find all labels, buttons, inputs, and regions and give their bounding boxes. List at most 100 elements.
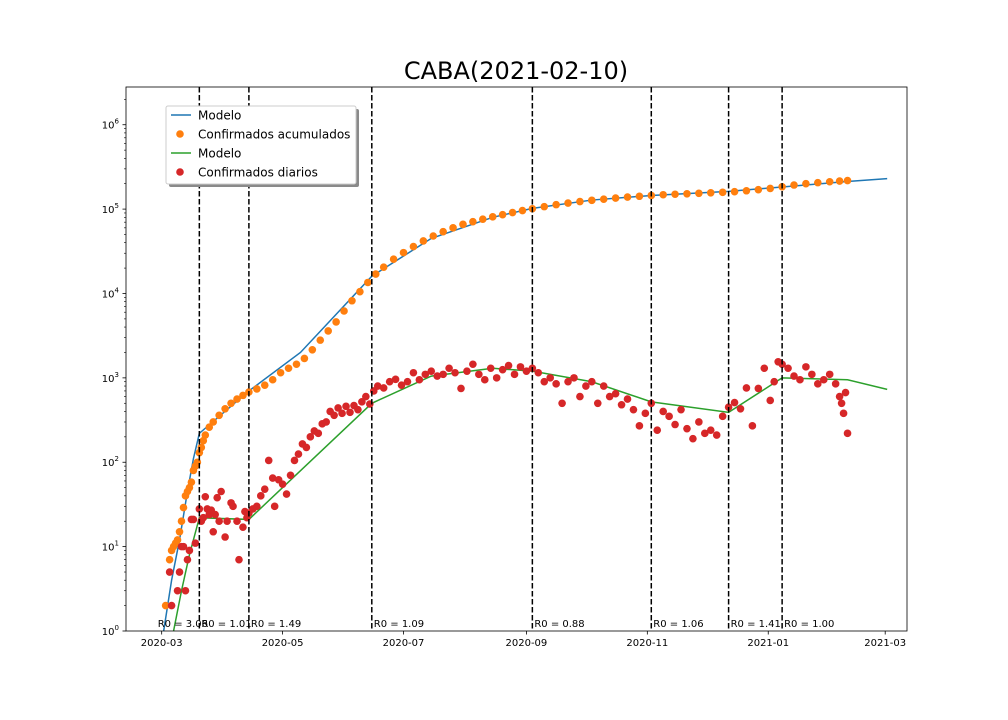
data-point — [819, 375, 828, 384]
data-point — [379, 263, 388, 271]
data-point — [167, 601, 176, 610]
data-point — [599, 382, 608, 390]
data-point — [346, 408, 354, 417]
data-point — [796, 375, 804, 384]
data-point — [659, 190, 667, 199]
data-point — [379, 384, 388, 392]
data-point — [201, 492, 210, 501]
data-point — [480, 375, 489, 384]
data-point — [227, 399, 235, 408]
data-point — [348, 296, 356, 305]
data-point — [498, 210, 507, 219]
x-tick-label: 2020-05 — [262, 638, 304, 649]
data-point — [354, 405, 362, 414]
legend-box — [165, 105, 357, 185]
data-point — [209, 418, 218, 426]
data-point — [623, 193, 632, 201]
data-point — [582, 382, 590, 390]
data-point — [588, 377, 596, 386]
r0-label: R0 = 1.00 — [784, 619, 834, 630]
y-tick-exponent: 5 — [115, 202, 119, 210]
chart-title: CABA(2021-02-10) — [404, 57, 628, 85]
data-point — [433, 372, 442, 380]
data-point — [173, 536, 182, 544]
data-point — [623, 395, 632, 403]
y-tick-base: 10 — [102, 627, 115, 638]
data-point — [330, 411, 338, 420]
data-point — [843, 429, 852, 438]
data-point — [316, 336, 325, 344]
y-tick-exponent: 1 — [115, 540, 119, 548]
data-point — [334, 404, 342, 412]
y-tick-exponent: 2 — [115, 455, 119, 463]
data-point — [256, 492, 265, 500]
data-point — [492, 374, 501, 382]
data-point — [469, 217, 477, 226]
y-tick-base: 10 — [102, 121, 115, 132]
data-point — [802, 179, 810, 188]
data-point — [421, 370, 430, 379]
data-point — [784, 364, 792, 373]
data-point — [221, 533, 229, 541]
data-point — [766, 396, 775, 405]
data-point — [510, 370, 519, 379]
data-point — [399, 248, 408, 257]
y-tick-exponent: 0 — [115, 624, 119, 632]
data-point — [213, 493, 221, 502]
x-tick-label: 2021-01 — [747, 638, 789, 649]
data-point — [264, 456, 273, 465]
data-point — [629, 405, 638, 414]
legend-label: Modelo — [198, 109, 241, 123]
data-point — [835, 392, 844, 401]
data-point — [260, 485, 269, 493]
data-point — [475, 370, 483, 379]
data-point — [593, 399, 602, 408]
data-point — [605, 392, 614, 401]
data-point — [290, 456, 299, 465]
data-point — [671, 190, 679, 199]
data-point — [522, 367, 531, 375]
data-point — [239, 523, 247, 531]
r0-label: R0 = 3.06 — [158, 619, 208, 630]
data-point — [233, 517, 241, 526]
data-point — [358, 398, 366, 406]
data-point — [356, 287, 364, 296]
r0-label: R0 = 0.88 — [534, 619, 584, 630]
data-point — [397, 381, 406, 389]
data-point — [802, 363, 810, 371]
y-tick-label: 102 — [102, 455, 119, 469]
data-point — [790, 372, 798, 380]
data-point — [611, 194, 620, 202]
data-point — [479, 215, 487, 223]
data-point — [286, 471, 295, 480]
data-point — [308, 346, 317, 354]
data-point — [695, 418, 703, 426]
data-point — [659, 407, 667, 416]
data-point — [641, 409, 650, 418]
r0-label: R0 = 1.01 — [201, 619, 251, 630]
data-point — [332, 318, 340, 326]
data-point — [179, 542, 188, 551]
data-point — [754, 384, 763, 393]
data-point — [689, 434, 697, 443]
data-point — [195, 505, 204, 513]
data-point — [706, 189, 715, 197]
x-tick-label: 2020-11 — [626, 638, 668, 649]
data-point — [181, 586, 190, 595]
data-point — [175, 568, 184, 576]
data-point — [588, 196, 596, 205]
data-point — [635, 192, 644, 201]
data-point — [268, 474, 277, 482]
data-point — [701, 429, 709, 438]
data-point — [635, 422, 644, 430]
data-point — [498, 365, 507, 374]
data-point — [736, 404, 745, 413]
data-point — [389, 255, 398, 263]
y-tick-label: 100 — [102, 624, 119, 638]
data-point — [831, 380, 840, 388]
data-point — [488, 213, 497, 221]
data-point — [183, 555, 192, 564]
data-point — [294, 450, 303, 458]
x-tick-label: 2020-03 — [141, 638, 183, 649]
